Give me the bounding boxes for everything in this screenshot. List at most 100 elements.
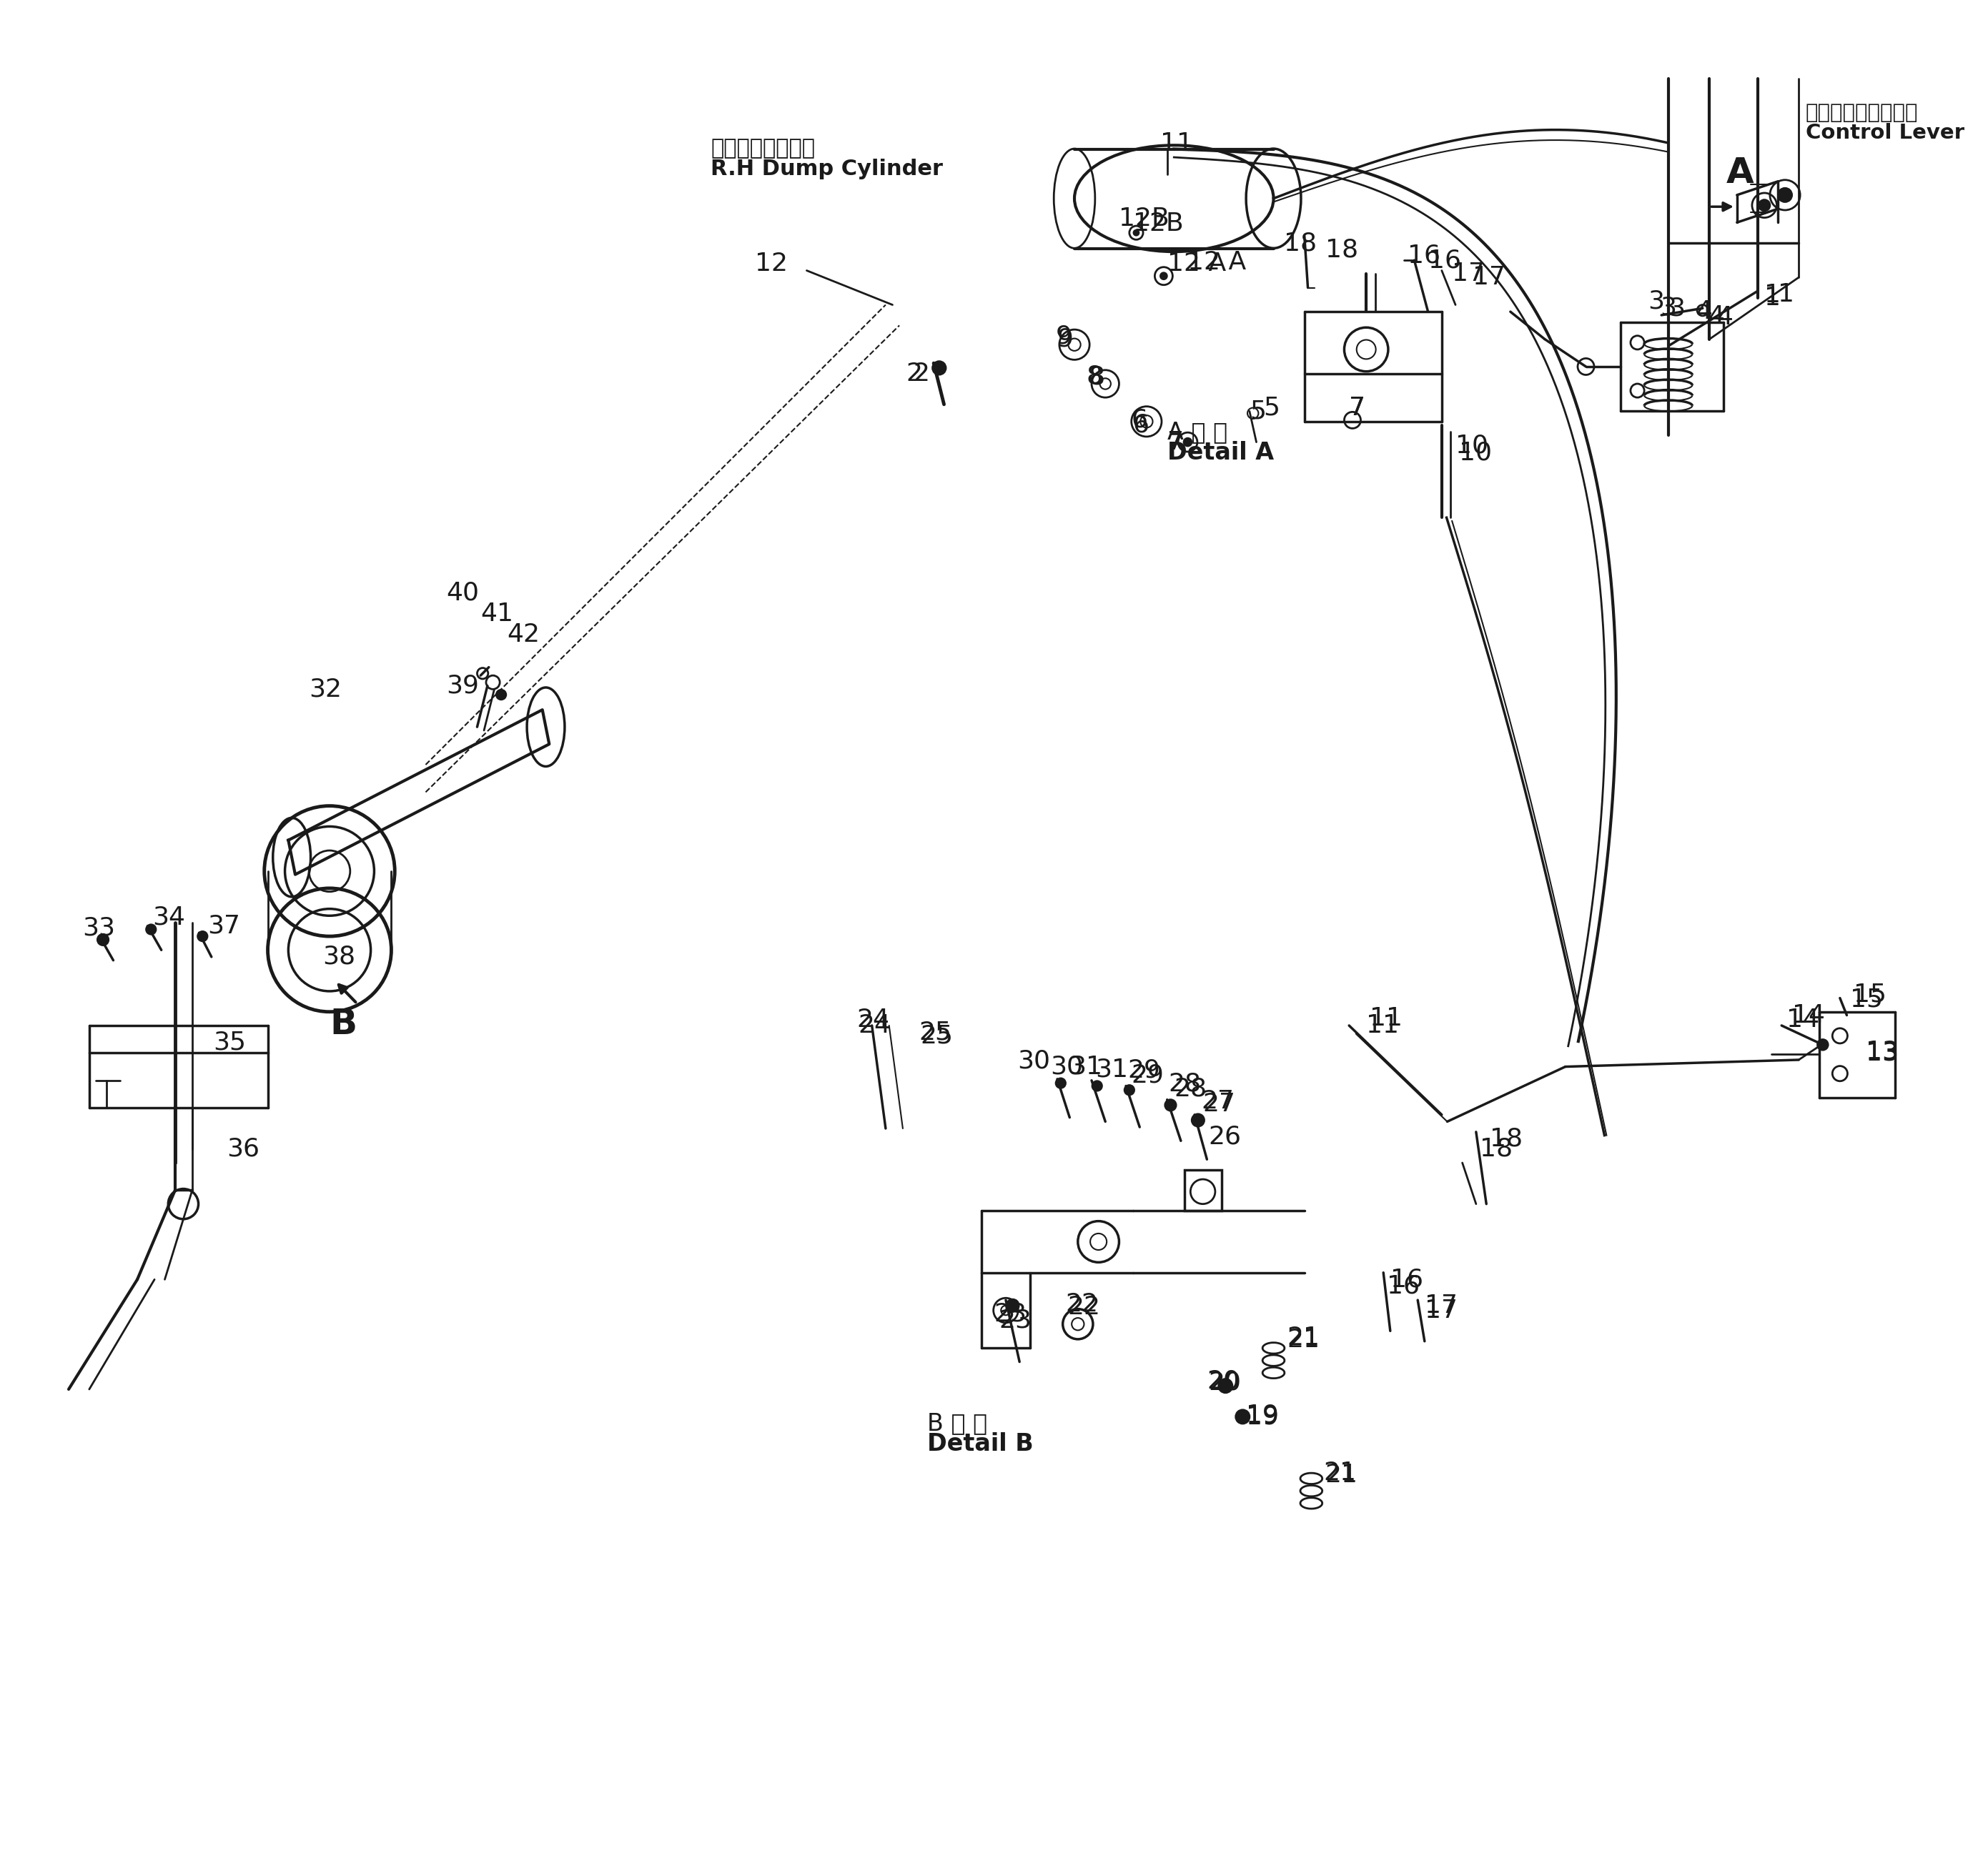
Text: 9: 9	[1058, 326, 1074, 351]
Text: 31: 31	[1070, 1054, 1102, 1079]
Text: 2: 2	[914, 362, 930, 386]
Text: 24: 24	[858, 1013, 890, 1037]
Text: 25: 25	[920, 1024, 953, 1049]
Circle shape	[1183, 437, 1193, 446]
Text: 12 A: 12 A	[1187, 250, 1246, 274]
Circle shape	[1218, 1379, 1232, 1392]
Text: 17: 17	[1424, 1293, 1458, 1317]
Text: 3: 3	[1648, 289, 1663, 313]
Text: 16: 16	[1428, 248, 1462, 272]
Text: 5: 5	[1264, 396, 1280, 420]
Text: 27: 27	[1201, 1088, 1234, 1112]
Text: 1: 1	[1778, 283, 1794, 306]
Text: 31: 31	[1096, 1058, 1127, 1082]
Text: 4: 4	[1717, 306, 1733, 330]
Text: 21: 21	[1323, 1461, 1357, 1486]
Text: 12B: 12B	[1120, 206, 1169, 231]
Text: 7: 7	[1167, 430, 1183, 454]
Circle shape	[1125, 1084, 1133, 1096]
Circle shape	[1092, 1081, 1102, 1090]
Text: 28: 28	[1175, 1077, 1207, 1101]
Text: 18: 18	[1284, 231, 1317, 255]
Text: 14: 14	[1786, 1007, 1820, 1032]
Text: 23: 23	[999, 1308, 1033, 1332]
Text: B 詳 細: B 詳 細	[928, 1413, 987, 1435]
Text: 17: 17	[1452, 263, 1485, 287]
Text: 10: 10	[1460, 441, 1491, 465]
Text: 27: 27	[1203, 1092, 1236, 1116]
Text: 41: 41	[481, 602, 514, 627]
Text: A: A	[1727, 156, 1754, 189]
Text: 34: 34	[152, 904, 186, 929]
Text: 4: 4	[1709, 304, 1725, 328]
Text: 20: 20	[1209, 1369, 1240, 1394]
Text: 16: 16	[1387, 1274, 1420, 1298]
Text: 40: 40	[447, 582, 479, 606]
Text: 21: 21	[1288, 1326, 1319, 1351]
Text: 35: 35	[214, 1030, 245, 1054]
Circle shape	[1236, 1411, 1250, 1424]
Text: 29: 29	[1131, 1064, 1165, 1086]
Text: 6: 6	[1131, 407, 1147, 431]
Text: 21: 21	[1288, 1328, 1319, 1353]
Text: 1: 1	[1764, 285, 1780, 310]
Text: 29: 29	[1127, 1058, 1159, 1082]
Text: 10: 10	[1456, 433, 1487, 458]
Text: コントロールレバー: コントロールレバー	[1806, 103, 1919, 122]
Text: 8: 8	[1086, 364, 1102, 388]
Text: 30: 30	[1017, 1049, 1050, 1073]
Text: 17: 17	[1424, 1298, 1458, 1323]
Circle shape	[97, 934, 109, 946]
Text: 11: 11	[1369, 1007, 1402, 1030]
Text: 15: 15	[1849, 987, 1883, 1011]
Text: 4: 4	[1695, 300, 1713, 325]
Text: Control Lever: Control Lever	[1806, 124, 1964, 143]
Text: 21: 21	[1325, 1463, 1359, 1488]
Text: 8: 8	[1088, 364, 1104, 388]
Text: 7: 7	[1167, 430, 1183, 454]
Text: 15: 15	[1853, 983, 1887, 1007]
Circle shape	[198, 932, 208, 942]
Circle shape	[146, 925, 156, 934]
Circle shape	[1056, 1079, 1066, 1088]
Text: 18: 18	[1480, 1137, 1513, 1161]
Text: 12: 12	[756, 251, 787, 276]
Text: 9: 9	[1056, 325, 1072, 349]
Text: A 詳 細: A 詳 細	[1167, 420, 1226, 443]
Text: 22: 22	[1066, 1293, 1098, 1317]
Text: 2: 2	[906, 362, 922, 386]
Text: 32: 32	[309, 677, 342, 702]
Text: 23: 23	[995, 1302, 1027, 1326]
Text: 39: 39	[447, 673, 479, 698]
Text: 16: 16	[1408, 244, 1440, 268]
Text: 11: 11	[1367, 1013, 1398, 1037]
Circle shape	[1133, 231, 1139, 236]
Text: 26: 26	[1209, 1124, 1240, 1148]
Text: 5: 5	[1250, 400, 1266, 424]
Text: 13: 13	[1865, 1041, 1899, 1066]
Circle shape	[1758, 201, 1770, 210]
Text: 18: 18	[1489, 1127, 1523, 1150]
Bar	[1185, 1169, 1222, 1210]
Text: 18: 18	[1325, 238, 1359, 263]
Text: 30: 30	[1050, 1054, 1084, 1079]
Circle shape	[1818, 1039, 1828, 1051]
Text: 右ダンプシリンダ: 右ダンプシリンダ	[710, 139, 815, 159]
Circle shape	[1007, 1300, 1019, 1311]
Text: 25: 25	[918, 1021, 951, 1045]
Text: 6: 6	[1133, 413, 1149, 437]
Text: Detail B: Detail B	[928, 1433, 1033, 1456]
Circle shape	[1161, 272, 1167, 280]
Text: 13: 13	[1865, 1039, 1899, 1064]
Text: 7: 7	[1349, 396, 1365, 420]
Circle shape	[1778, 188, 1792, 203]
Text: 14: 14	[1792, 1004, 1826, 1028]
Text: 36: 36	[227, 1137, 259, 1161]
Circle shape	[1165, 1099, 1177, 1111]
Text: 19: 19	[1246, 1405, 1280, 1430]
Text: 38: 38	[322, 946, 356, 970]
Text: 37: 37	[208, 914, 239, 938]
Text: 22: 22	[1068, 1294, 1100, 1319]
Text: 24: 24	[856, 1007, 890, 1032]
Text: 11: 11	[1161, 131, 1193, 156]
